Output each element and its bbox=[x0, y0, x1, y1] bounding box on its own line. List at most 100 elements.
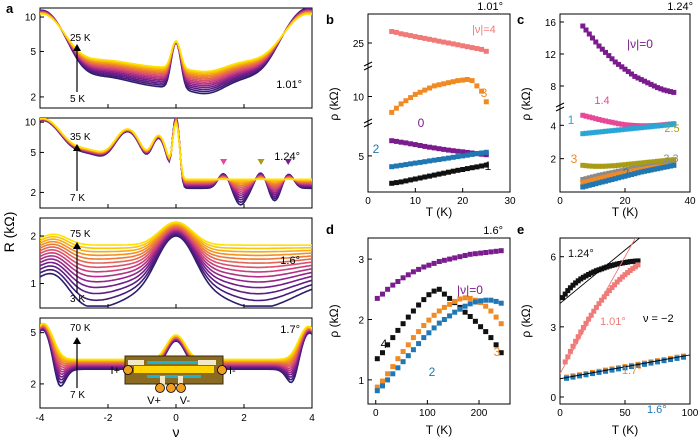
data-point bbox=[567, 285, 573, 291]
data-point bbox=[635, 167, 641, 173]
series-label: 1.4 bbox=[594, 95, 609, 107]
panel-a4-temp-low: 7 K bbox=[70, 390, 85, 401]
series-label: 3 bbox=[571, 152, 578, 166]
data-point bbox=[619, 274, 625, 280]
device-inset: I+ I- V+ V- bbox=[111, 355, 236, 407]
r-vs-nu-curve bbox=[40, 226, 312, 264]
series-label: 2 bbox=[373, 142, 380, 156]
x-tick-label: 20 bbox=[619, 196, 631, 207]
data-point bbox=[421, 335, 427, 341]
data-point bbox=[668, 122, 673, 128]
data-point bbox=[619, 127, 625, 133]
data-point bbox=[450, 168, 456, 174]
data-point bbox=[603, 128, 608, 134]
data-point bbox=[603, 163, 608, 169]
data-point bbox=[590, 130, 595, 136]
data-point bbox=[622, 272, 628, 278]
panel-a4-temp-high: 70 K bbox=[70, 323, 91, 334]
data-point bbox=[427, 85, 432, 91]
a-xtick: 4 bbox=[309, 413, 315, 424]
data-point bbox=[642, 361, 647, 367]
data-point bbox=[478, 298, 484, 304]
data-point bbox=[389, 180, 395, 186]
data-point bbox=[450, 154, 456, 160]
data-point bbox=[606, 119, 612, 125]
data-point bbox=[389, 109, 395, 115]
data-point bbox=[562, 359, 568, 365]
data-point bbox=[464, 44, 470, 50]
data-point bbox=[606, 128, 612, 134]
data-point bbox=[431, 37, 437, 43]
data-point bbox=[629, 161, 634, 167]
data-point bbox=[395, 279, 401, 284]
data-point bbox=[498, 248, 504, 254]
data-point bbox=[617, 261, 623, 266]
data-point bbox=[422, 159, 428, 165]
data-point bbox=[629, 364, 634, 370]
y-tick-label: 12 bbox=[545, 50, 557, 61]
data-point bbox=[446, 155, 451, 161]
data-point bbox=[483, 149, 489, 155]
fit-line bbox=[560, 238, 636, 374]
data-point bbox=[591, 269, 597, 275]
data-point bbox=[586, 130, 592, 136]
data-point bbox=[446, 147, 451, 153]
data-point bbox=[455, 42, 461, 48]
data-point bbox=[441, 39, 447, 45]
data-point bbox=[590, 182, 595, 187]
data-point bbox=[398, 179, 404, 185]
x-tick-label: 0 bbox=[557, 196, 563, 207]
data-point bbox=[412, 34, 418, 40]
series-label: 3 bbox=[494, 345, 501, 359]
data-point bbox=[599, 163, 605, 169]
data-point bbox=[462, 253, 468, 258]
data-point bbox=[441, 146, 447, 152]
data-point bbox=[622, 170, 628, 176]
data-point bbox=[577, 373, 582, 379]
data-point bbox=[609, 285, 615, 291]
data-point bbox=[599, 172, 605, 178]
data-point bbox=[393, 105, 399, 111]
data-point bbox=[398, 31, 404, 37]
data-point bbox=[412, 176, 418, 182]
data-point bbox=[583, 27, 589, 33]
data-point bbox=[625, 172, 631, 178]
data-point bbox=[658, 158, 664, 164]
data-point bbox=[616, 61, 621, 67]
series-label: 1.24° bbox=[568, 248, 594, 260]
data-point bbox=[586, 316, 592, 322]
data-point bbox=[614, 261, 620, 267]
fit-line bbox=[560, 238, 641, 304]
data-point bbox=[619, 168, 625, 174]
series-label: 3 bbox=[481, 86, 488, 100]
panel-c-angle: 1.24° bbox=[667, 1, 693, 13]
data-point bbox=[460, 153, 466, 159]
data-point bbox=[591, 308, 597, 314]
data-point bbox=[590, 115, 595, 121]
data-point bbox=[426, 292, 432, 298]
data-point bbox=[655, 359, 660, 365]
y-tick-label: 5 bbox=[30, 148, 36, 159]
data-point bbox=[668, 89, 673, 95]
panel-label-d: d bbox=[326, 222, 334, 237]
data-point bbox=[393, 163, 399, 169]
data-point bbox=[464, 77, 470, 82]
inset-label-v-plus: V+ bbox=[147, 395, 161, 407]
data-point bbox=[596, 129, 602, 135]
data-point bbox=[483, 99, 489, 105]
data-point bbox=[408, 33, 414, 39]
data-point bbox=[596, 369, 602, 375]
data-point bbox=[385, 371, 391, 377]
data-point bbox=[638, 160, 644, 166]
data-point bbox=[464, 152, 470, 158]
data-point bbox=[642, 160, 647, 166]
data-point bbox=[625, 126, 631, 132]
x-tick-label: 40 bbox=[684, 196, 696, 207]
r-vs-nu-curve bbox=[40, 322, 312, 361]
panel-a-xlabel: ν bbox=[173, 424, 180, 440]
data-point bbox=[400, 359, 406, 365]
panel-label-c: c bbox=[517, 12, 524, 27]
data-point bbox=[661, 122, 667, 128]
panel-d-ylabel: ρ (kΩ) bbox=[327, 304, 341, 337]
x-tick-label: 100 bbox=[419, 408, 436, 419]
